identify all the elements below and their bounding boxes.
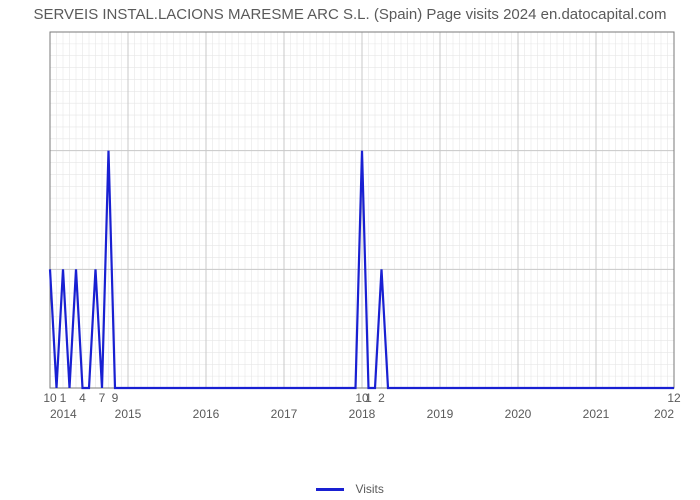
chart-title: SERVEIS INSTAL.LACIONS MARESME ARC S.L. … — [0, 6, 700, 23]
svg-text:1: 1 — [365, 391, 372, 405]
chart-plot: 0123101479101212201420152016201720182019… — [42, 28, 682, 428]
svg-text:12: 12 — [667, 391, 681, 405]
svg-text:2021: 2021 — [583, 407, 610, 421]
svg-text:202: 202 — [654, 407, 674, 421]
svg-text:4: 4 — [79, 391, 86, 405]
svg-text:2: 2 — [378, 391, 385, 405]
svg-text:10: 10 — [43, 391, 57, 405]
svg-text:2016: 2016 — [193, 407, 220, 421]
svg-text:1: 1 — [60, 391, 67, 405]
chart-legend: Visits — [0, 482, 700, 496]
svg-text:9: 9 — [112, 391, 119, 405]
legend-label: Visits — [355, 482, 383, 496]
svg-text:2019: 2019 — [427, 407, 454, 421]
svg-text:7: 7 — [99, 391, 106, 405]
svg-text:2014: 2014 — [50, 407, 77, 421]
svg-text:2015: 2015 — [115, 407, 142, 421]
svg-text:2020: 2020 — [505, 407, 532, 421]
svg-text:2018: 2018 — [349, 407, 376, 421]
svg-text:2017: 2017 — [271, 407, 298, 421]
legend-swatch — [316, 488, 344, 491]
